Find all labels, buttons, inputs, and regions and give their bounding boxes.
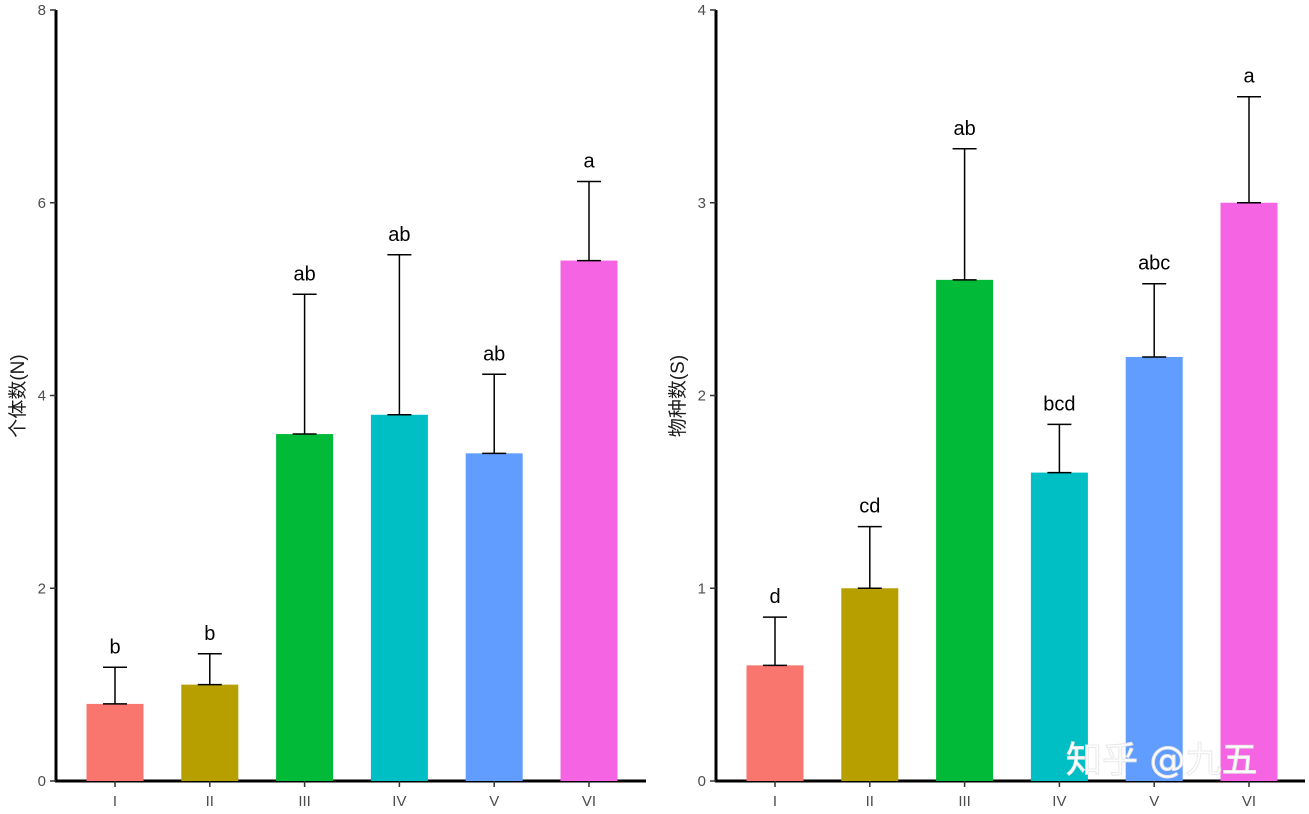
significance-label: ab <box>953 118 975 140</box>
significance-label: b <box>204 623 215 645</box>
y-tick-label: 2 <box>38 580 46 597</box>
x-tick-label: VI <box>1242 793 1256 810</box>
significance-label: abc <box>1138 253 1170 275</box>
chart-panel-species: 物种数(S) 0 1 2 3 4 d Icd II ab III bcd IV abc Va VI <box>667 2 1305 810</box>
significance-label: d <box>769 586 780 608</box>
y-axis-title: 物种数(S) <box>667 355 689 437</box>
x-tick-label: I <box>773 793 777 810</box>
y-tick-label: 0 <box>698 773 706 790</box>
bar <box>1125 356 1183 781</box>
y-tick-label: 4 <box>698 2 706 19</box>
x-tick-label: II <box>206 793 214 810</box>
x-tick-label: III <box>298 793 311 810</box>
y-tick-label: 1 <box>698 580 706 597</box>
x-tick-label: IV <box>1052 793 1066 810</box>
bar <box>465 453 523 781</box>
significance-label: ab <box>483 343 505 365</box>
x-tick-label: IV <box>392 793 406 810</box>
bar <box>1030 472 1088 781</box>
significance-label: a <box>583 151 595 173</box>
y-tick-label: 3 <box>698 195 706 212</box>
y-tick-label: 6 <box>38 195 46 212</box>
bar <box>276 434 334 781</box>
bar <box>1220 202 1278 781</box>
y-tick-label: 0 <box>38 773 46 790</box>
chart-panel-individuals: 个体数(N) 0 2 4 6 8 b Ib II ab III ab IV ab Va VI <box>7 2 646 810</box>
significance-label: ab <box>388 224 410 246</box>
bar <box>746 665 804 781</box>
significance-label: cd <box>859 496 880 518</box>
bar <box>936 279 994 781</box>
y-tick-label: 2 <box>698 388 706 405</box>
bar <box>841 588 899 781</box>
x-tick-label: I <box>113 793 117 810</box>
x-tick-label: II <box>866 793 874 810</box>
bar <box>560 260 618 781</box>
x-tick-label: V <box>1149 793 1159 810</box>
significance-label: a <box>1243 66 1255 88</box>
x-tick-label: V <box>489 793 499 810</box>
watermark: 知乎 @九五 <box>1066 740 1257 781</box>
significance-label: b <box>109 636 120 658</box>
bar <box>370 414 428 781</box>
significance-label: ab <box>293 263 315 285</box>
x-tick-label: III <box>958 793 971 810</box>
x-tick-label: VI <box>582 793 596 810</box>
bar <box>86 703 144 781</box>
significance-label: bcd <box>1043 393 1075 415</box>
y-tick-label: 4 <box>38 388 46 405</box>
y-tick-label: 8 <box>38 2 46 19</box>
y-axis-title: 个体数(N) <box>7 354 29 437</box>
bar <box>181 684 239 781</box>
